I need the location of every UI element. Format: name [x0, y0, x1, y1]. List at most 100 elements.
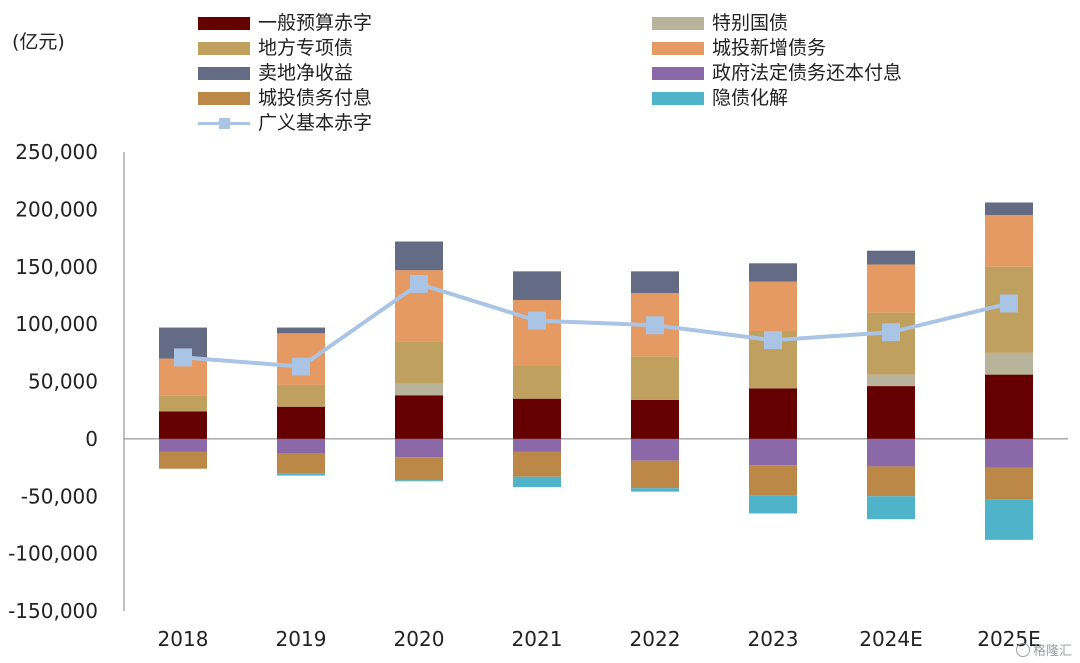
y-tick-label: -50,000	[21, 484, 98, 508]
y-tick-label: 200,000	[15, 197, 98, 221]
bar-segment-special_local_bonds	[277, 384, 325, 407]
bar-segment-general_deficit	[867, 386, 915, 439]
bar-segment-statutory_debt_principal	[159, 438, 207, 452]
line-point-broad_deficit	[292, 357, 310, 376]
bar-segment-hidden_debt_resolution	[867, 496, 915, 520]
bar-segment-special_local_bonds	[159, 395, 207, 412]
legend-label: 城投新增债务	[712, 37, 827, 59]
legend-swatch-special_treasury	[652, 16, 704, 30]
line-point-broad_deficit	[882, 323, 900, 342]
bar-segment-lgfv_interest	[985, 467, 1033, 500]
legend-item-lgfv_new_debt: 城投新增债务	[652, 36, 826, 60]
legend-item-lgfv_interest: 城投债务付息	[198, 86, 372, 110]
bar-segment-statutory_debt_principal	[513, 438, 561, 452]
bar-segment-lgfv_new_debt	[867, 264, 915, 313]
bar-segment-statutory_debt_principal	[395, 438, 443, 458]
legend-item-broad_deficit: 广义基本赤字	[198, 111, 372, 135]
legend-item-hidden_debt_resolution: 隐债化解	[652, 86, 788, 110]
y-tick-label: 0	[85, 427, 98, 451]
legend-item-special_treasury: 特别国债	[652, 11, 788, 35]
line-point-broad_deficit	[410, 274, 428, 293]
x-tick-label: 2019	[276, 627, 327, 651]
line-point-broad_deficit	[1000, 294, 1018, 313]
bar-segment-general_deficit	[985, 374, 1033, 439]
legend-label: 广义基本赤字	[258, 112, 373, 134]
x-tick-label: 2025E	[977, 627, 1041, 651]
watermark: 格隆汇	[1015, 640, 1072, 659]
legend-item-statutory_debt_principal: 政府法定债务还本付息	[652, 61, 902, 85]
bar-segment-land_sales	[395, 241, 443, 271]
bar-segment-lgfv_interest	[631, 460, 679, 489]
bar-segment-special_treasury	[867, 374, 915, 387]
legend-label: 隐债化解	[712, 87, 789, 109]
y-tick-label: -150,000	[8, 599, 98, 623]
bar-segment-lgfv_new_debt	[749, 281, 797, 332]
bar-segment-general_deficit	[159, 411, 207, 439]
line-point-broad_deficit	[528, 311, 546, 330]
legend-swatch-broad_deficit	[198, 117, 250, 130]
bar-segment-statutory_debt_principal	[277, 438, 325, 454]
bar-segment-hidden_debt_resolution	[631, 488, 679, 492]
bar-segment-general_deficit	[749, 388, 797, 439]
y-tick-label: 150,000	[15, 255, 98, 279]
bar-segment-statutory_debt_principal	[631, 438, 679, 461]
bar-segment-lgfv_new_debt	[985, 215, 1033, 267]
bar-segment-general_deficit	[513, 398, 561, 439]
y-tick-label: -100,000	[8, 542, 98, 566]
y-axis-unit-label: (亿元)	[12, 31, 65, 53]
bar-segment-special_treasury	[395, 383, 443, 396]
bar-segment-hidden_debt_resolution	[277, 473, 325, 476]
bar-segment-lgfv_interest	[277, 453, 325, 474]
legend-label: 特别国债	[712, 12, 789, 34]
line-point-broad_deficit	[764, 331, 782, 350]
bar-segment-land_sales	[749, 263, 797, 282]
bar-segment-statutory_debt_principal	[867, 438, 915, 467]
bar-segment-lgfv_interest	[159, 451, 207, 469]
line-point-broad_deficit	[646, 316, 664, 335]
bar-segment-statutory_debt_principal	[985, 438, 1033, 468]
x-tick-label: 2022	[630, 627, 681, 651]
bar-segment-land_sales	[277, 327, 325, 334]
legend-swatch-statutory_debt_principal	[652, 66, 704, 80]
bar-segment-special_treasury	[985, 352, 1033, 375]
bar-segment-lgfv_interest	[513, 451, 561, 477]
legend-swatch-lgfv_new_debt	[652, 41, 704, 55]
bar-segment-statutory_debt_principal	[749, 438, 797, 466]
bar-segment-special_local_bonds	[395, 341, 443, 384]
line-series-broad_deficit	[182, 281, 1010, 369]
legend-item-land_sales: 卖地净收益	[198, 61, 353, 85]
bar-segment-land_sales	[985, 202, 1033, 216]
x-tick-label: 2024E	[859, 627, 923, 651]
bar-segment-general_deficit	[631, 399, 679, 439]
bar-segment-hidden_debt_resolution	[513, 476, 561, 488]
x-tick-label: 2020	[394, 627, 445, 651]
bar-segment-land_sales	[867, 250, 915, 265]
legend-item-general_deficit: 一般预算赤字	[198, 11, 372, 35]
legend-swatch-land_sales	[198, 66, 250, 80]
x-tick-label: 2023	[748, 627, 799, 651]
watermark-text: 格隆汇	[1032, 644, 1072, 659]
legend-item-special_local_bonds: 地方专项债	[198, 36, 353, 60]
legend-label: 政府法定债务还本付息	[712, 62, 903, 84]
bar-segment-hidden_debt_resolution	[985, 499, 1033, 540]
x-tick-label: 2018	[158, 627, 209, 651]
bar-segment-land_sales	[513, 271, 561, 301]
bar-segment-general_deficit	[395, 395, 443, 439]
bar-segment-lgfv_interest	[867, 466, 915, 497]
bar-segment-special_local_bonds	[867, 312, 915, 375]
legend-label: 地方专项债	[258, 37, 354, 59]
y-tick-label: 100,000	[15, 312, 98, 336]
legend-swatch-general_deficit	[198, 16, 250, 30]
y-tick-label: 250,000	[15, 140, 98, 164]
legend-swatch-special_local_bonds	[198, 41, 250, 55]
legend-swatch-hidden_debt_resolution	[652, 91, 704, 105]
bar-segment-land_sales	[631, 271, 679, 294]
y-tick-label: 50,000	[28, 370, 98, 394]
bar-segment-hidden_debt_resolution	[395, 480, 443, 482]
bar-segment-lgfv_interest	[395, 457, 443, 481]
bar-segment-lgfv_new_debt	[513, 300, 561, 366]
legend-label: 城投债务付息	[258, 87, 373, 109]
line-point-broad_deficit	[174, 348, 192, 367]
bar-segment-special_local_bonds	[513, 365, 561, 399]
